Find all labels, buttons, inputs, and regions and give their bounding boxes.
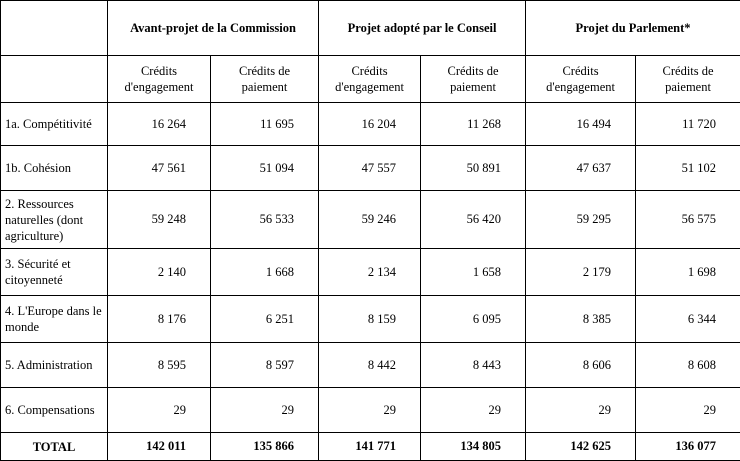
total-value: 136 077 [636, 433, 740, 461]
group-header: Projet adopté par le Conseil [319, 1, 526, 56]
value-cell: 2 140 [108, 249, 211, 296]
value-cell: 8 606 [526, 343, 636, 388]
value-cell: 56 575 [636, 191, 740, 249]
value-cell: 29 [421, 388, 526, 433]
subheader: Crédits de paiement [636, 56, 740, 103]
row-label: 5. Administration [1, 343, 108, 388]
value-cell: 16 264 [108, 103, 211, 146]
value-cell: 8 176 [108, 296, 211, 343]
value-cell: 6 251 [211, 296, 319, 343]
value-cell: 2 134 [319, 249, 421, 296]
value-cell: 1 698 [636, 249, 740, 296]
row-label: 3. Sécurité et citoyenneté [1, 249, 108, 296]
value-cell: 47 637 [526, 146, 636, 191]
value-cell: 51 102 [636, 146, 740, 191]
value-cell: 59 295 [526, 191, 636, 249]
value-cell: 56 420 [421, 191, 526, 249]
subheader: Crédits d'engagement [526, 56, 636, 103]
value-cell: 29 [636, 388, 740, 433]
total-value: 142 625 [526, 433, 636, 461]
row-label: 1a. Compétitivité [1, 103, 108, 146]
value-cell: 16 494 [526, 103, 636, 146]
value-cell: 11 720 [636, 103, 740, 146]
data-row: 2. Ressources naturelles (dont agricultu… [1, 191, 740, 249]
value-cell: 8 442 [319, 343, 421, 388]
subheader: Crédits d'engagement [108, 56, 211, 103]
corner-cell [1, 56, 108, 103]
value-cell: 8 443 [421, 343, 526, 388]
total-label: TOTAL [1, 433, 108, 461]
value-cell: 56 533 [211, 191, 319, 249]
row-label: 2. Ressources naturelles (dont agricultu… [1, 191, 108, 249]
value-cell: 6 095 [421, 296, 526, 343]
value-cell: 8 159 [319, 296, 421, 343]
value-cell: 29 [211, 388, 319, 433]
value-cell: 29 [526, 388, 636, 433]
value-cell: 6 344 [636, 296, 740, 343]
value-cell: 1 658 [421, 249, 526, 296]
row-label: 4. L'Europe dans le monde [1, 296, 108, 343]
value-cell: 47 557 [319, 146, 421, 191]
group-header: Avant-projet de la Commission [108, 1, 319, 56]
group-header: Projet du Parlement* [526, 1, 740, 56]
value-cell: 59 246 [319, 191, 421, 249]
value-cell: 8 597 [211, 343, 319, 388]
total-value: 135 866 [211, 433, 319, 461]
value-cell: 16 204 [319, 103, 421, 146]
value-cell: 47 561 [108, 146, 211, 191]
subheader: Crédits de paiement [421, 56, 526, 103]
value-cell: 8 608 [636, 343, 740, 388]
value-cell: 8 595 [108, 343, 211, 388]
subheader: Crédits d'engagement [319, 56, 421, 103]
value-cell: 1 668 [211, 249, 319, 296]
value-cell: 8 385 [526, 296, 636, 343]
value-cell: 11 268 [421, 103, 526, 146]
total-value: 142 011 [108, 433, 211, 461]
total-value: 141 771 [319, 433, 421, 461]
value-cell: 11 695 [211, 103, 319, 146]
value-cell: 2 179 [526, 249, 636, 296]
row-label: 1b. Cohésion [1, 146, 108, 191]
corner-cell [1, 1, 108, 56]
value-cell: 29 [108, 388, 211, 433]
value-cell: 59 248 [108, 191, 211, 249]
value-cell: 51 094 [211, 146, 319, 191]
subheader: Crédits de paiement [211, 56, 319, 103]
value-cell: 29 [319, 388, 421, 433]
value-cell: 50 891 [421, 146, 526, 191]
row-label: 6. Compensations [1, 388, 108, 433]
total-value: 134 805 [421, 433, 526, 461]
